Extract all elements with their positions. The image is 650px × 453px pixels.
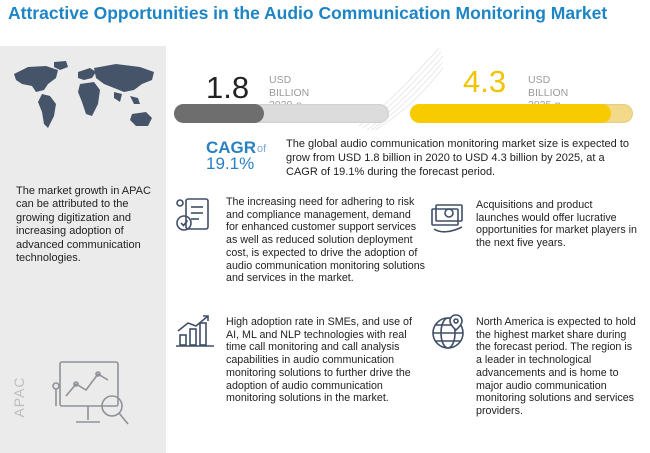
cagr-of: of bbox=[257, 143, 267, 155]
cagr-value: 19.1% bbox=[206, 154, 255, 173]
cagr-label: CAGR bbox=[206, 138, 257, 157]
card-adoption-text: High adoption rate in SMEs, and use of A… bbox=[226, 316, 412, 405]
globe-location-icon bbox=[432, 314, 464, 349]
progress-bar-2025-fill bbox=[410, 104, 611, 123]
apac-growth-text: The market growth in APAC can be attribu… bbox=[16, 185, 151, 265]
left-panel: The market growth in APAC can be attribu… bbox=[0, 46, 166, 453]
market-summary-text: The global audio communication monitorin… bbox=[286, 138, 630, 179]
compliance-icon bbox=[176, 198, 209, 231]
card-drivers-text: The increasing need for adhering to risk… bbox=[226, 196, 426, 285]
presentation-analysis-icon bbox=[52, 361, 129, 425]
region-label: APAC bbox=[11, 376, 27, 418]
progress-bar-2020 bbox=[174, 104, 389, 123]
metric-2025-value: 4.3 bbox=[463, 64, 507, 99]
card-opportunities-text: Acquisitions and product launches would … bbox=[476, 199, 637, 250]
money-icon bbox=[431, 204, 463, 233]
world-map-icon bbox=[14, 61, 154, 128]
progress-bar-2025 bbox=[410, 104, 633, 123]
growth-chart-icon bbox=[176, 315, 214, 347]
decorative-swirl-icon bbox=[358, 47, 443, 130]
card-region-text: North America is expected to hold the hi… bbox=[476, 316, 636, 417]
progress-bar-2020-fill bbox=[174, 104, 265, 123]
metric-2020-value: 1.8 bbox=[206, 70, 250, 105]
page-title: Attractive Opportunities in the Audio Co… bbox=[8, 3, 608, 23]
